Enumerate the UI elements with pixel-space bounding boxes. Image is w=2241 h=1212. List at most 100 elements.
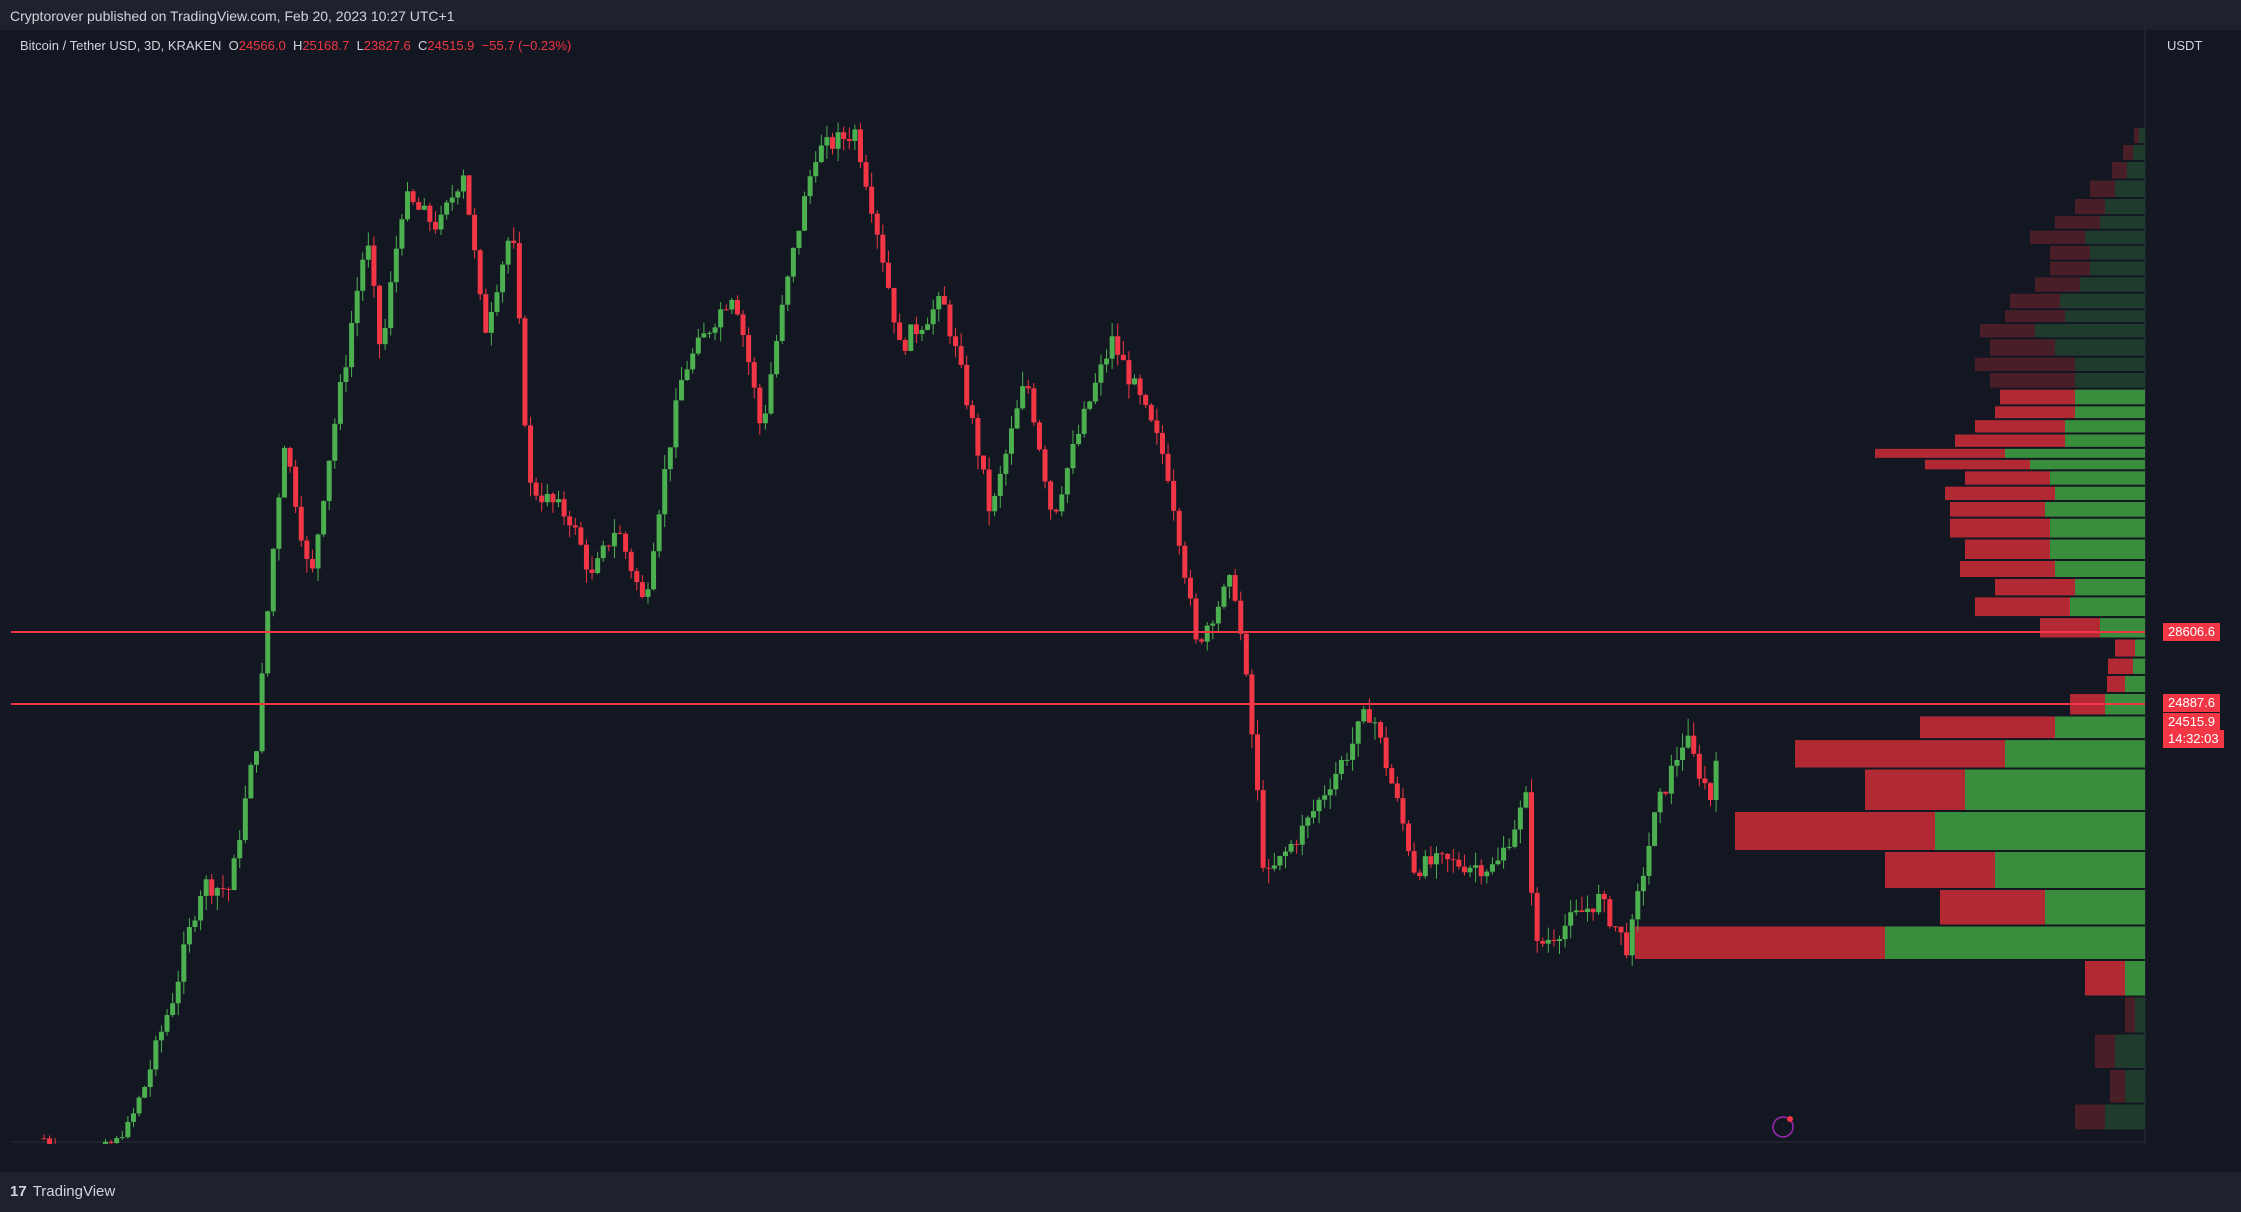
tradingview-logo[interactable]: 17 TradingView — [10, 1183, 115, 1200]
volume-up-bar — [2075, 579, 2145, 596]
candle-body — [1238, 600, 1244, 634]
volume-down-bar — [1920, 716, 2055, 739]
candle-body — [913, 324, 919, 335]
candle-body — [477, 250, 483, 295]
candle-body — [1338, 759, 1344, 774]
candle-body — [270, 548, 276, 612]
candle-body — [1048, 481, 1054, 510]
volume-up-bar — [2075, 406, 2145, 419]
candle-body — [1210, 623, 1216, 626]
candle-body — [1020, 386, 1026, 409]
candle-body — [1104, 358, 1110, 365]
candle-body — [947, 304, 953, 337]
candle-body — [802, 196, 808, 231]
candle-body — [1036, 422, 1042, 450]
candle-body — [1271, 865, 1277, 869]
volume-up-bar — [1885, 926, 2145, 959]
candle-body — [1305, 817, 1311, 826]
candle-body — [645, 589, 651, 597]
candle-body — [315, 534, 321, 569]
candle-body — [1607, 899, 1613, 927]
support-price-tag: 24887.6 — [2163, 694, 2220, 712]
candle-body — [1115, 336, 1121, 355]
candle-body — [1070, 444, 1076, 469]
candle-body — [153, 1040, 159, 1070]
candle-body — [1087, 401, 1093, 409]
candle-body — [1478, 865, 1484, 877]
volume-down-bar — [1950, 518, 2050, 538]
candle-body — [1652, 812, 1658, 846]
candle-body — [1372, 722, 1378, 724]
candle-body — [941, 296, 947, 305]
candle-body — [1131, 378, 1137, 385]
candle-body — [1394, 783, 1400, 799]
candle-body — [1461, 866, 1467, 873]
candle-body — [1148, 404, 1154, 421]
candle-body — [1573, 910, 1579, 913]
candle-body — [964, 364, 970, 406]
volume-up-bar — [2005, 448, 2145, 458]
candle-body — [997, 473, 1003, 496]
candle-body — [1685, 735, 1691, 748]
candle-body — [1506, 846, 1512, 848]
volume-down-bar — [1950, 502, 2045, 517]
candle-body — [432, 221, 438, 230]
candle-body — [1215, 606, 1221, 624]
candle-body — [365, 245, 371, 260]
candle-body — [1199, 639, 1205, 642]
candle-body — [1674, 759, 1680, 766]
symbol-legend: Bitcoin / Tether USD, 3D, KRAKEN O24566.… — [20, 38, 571, 53]
candle-body — [885, 262, 891, 288]
volume-down-bar — [1990, 339, 2055, 356]
volume-up-bar — [2065, 434, 2145, 447]
candle-body — [774, 341, 780, 375]
volume-up-bar — [2060, 293, 2145, 309]
candle-body — [1400, 798, 1406, 824]
volume-down-bar — [2055, 216, 2100, 229]
candle-body — [1288, 843, 1294, 852]
candle-body — [1053, 509, 1059, 512]
candle-body — [1327, 789, 1333, 796]
candle-body — [1568, 912, 1574, 926]
volume-up-bar — [1995, 852, 2145, 888]
candle-body — [1171, 480, 1177, 511]
candle-body — [214, 888, 220, 896]
volume-down-bar — [2090, 180, 2115, 197]
candle-body — [265, 611, 271, 674]
candle-body — [807, 176, 813, 197]
open-label: O — [228, 38, 239, 53]
volume-down-bar — [2115, 639, 2135, 657]
candle-body — [404, 191, 410, 220]
candle-body — [611, 532, 617, 547]
candle-body — [1294, 843, 1300, 845]
candle-body — [679, 380, 685, 401]
candle-body — [1076, 433, 1082, 445]
candle-body — [1165, 453, 1171, 481]
chart-area[interactable]: SepNov2021MarMayJulSepNov2022MarMayJulSe… — [11, 30, 2155, 1144]
candle-body — [108, 1141, 114, 1144]
candle-body — [130, 1113, 136, 1122]
candle-body — [460, 175, 466, 192]
candle-body — [908, 324, 914, 351]
candle-body — [1255, 734, 1261, 791]
candle-body — [360, 259, 366, 291]
candle-body — [500, 264, 506, 293]
candle-body — [662, 469, 668, 515]
candle-body — [147, 1069, 153, 1088]
candle-body — [1657, 791, 1663, 813]
candle-body — [628, 551, 634, 572]
volume-down-bar — [1990, 373, 2075, 388]
candle-body — [505, 240, 511, 265]
candle-body — [254, 751, 260, 765]
candle-body — [651, 551, 657, 590]
candle-body — [349, 323, 355, 368]
candle-body — [857, 129, 863, 163]
candle-body — [421, 205, 427, 210]
volume-up-bar — [2139, 128, 2145, 143]
candle-body — [175, 981, 181, 1004]
volume-up-bar — [2075, 373, 2145, 388]
candlestick-chart[interactable]: SepNov2021MarMayJulSepNov2022MarMayJulSe… — [11, 30, 2155, 1144]
candle-body — [897, 322, 903, 341]
volume-down-bar — [2050, 261, 2090, 276]
volume-up-bar — [2070, 597, 2145, 617]
